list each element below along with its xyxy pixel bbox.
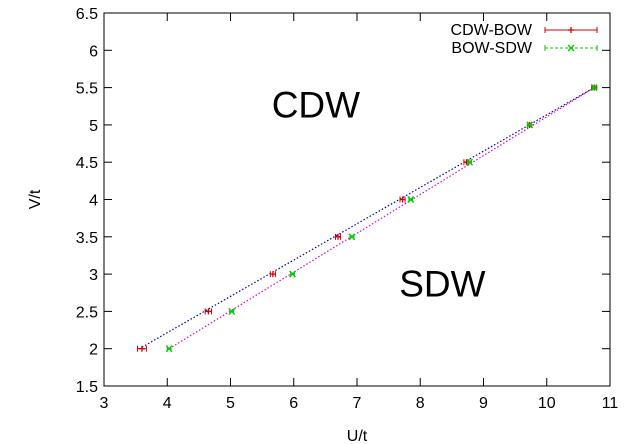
marker-x-b [228, 307, 236, 315]
data-point [204, 308, 213, 315]
plot-area [103, 12, 611, 387]
data-point [289, 270, 296, 278]
y-tick-label: 6.5 [76, 6, 98, 23]
x-tick-label: 5 [226, 395, 235, 412]
legend-label: BOW-SDW [451, 40, 532, 57]
x-tick-label: 3 [100, 395, 109, 412]
y-tick-label: 2 [89, 342, 98, 359]
y-axis-label: V/t [27, 189, 44, 209]
y-tick-label: 3 [89, 267, 98, 284]
plot-border [103, 12, 611, 387]
marker-x-b [466, 158, 474, 166]
region-label-cdw: CDW [272, 84, 360, 125]
x-tick-label: 7 [353, 395, 362, 412]
data-point [399, 196, 406, 203]
marker-x-b [526, 121, 534, 129]
x-axis: 3 4 5 6 7 8 9 10 11 [100, 13, 619, 412]
fit-line-2 [168, 87, 595, 350]
data-point [334, 233, 342, 240]
y-tick-label: 5.5 [76, 81, 98, 98]
fit-line-1 [141, 87, 595, 348]
data-series [137, 84, 598, 353]
y-tick-label: 2.5 [76, 304, 98, 321]
data-point [137, 345, 147, 352]
region-label-sdw: SDW [399, 263, 485, 304]
x-tick-label: 8 [416, 395, 425, 412]
region-annotations: CDW SDW [272, 84, 486, 304]
y-tick-label: 6 [89, 43, 98, 60]
x-tick-label: 10 [538, 395, 556, 412]
data-point [165, 345, 173, 353]
data-point [228, 307, 236, 315]
y-tick-label: 4 [89, 193, 98, 210]
data-point [590, 84, 598, 92]
data-point [526, 121, 534, 129]
x-axis-label: U/t [347, 428, 368, 444]
marker-x-b [165, 345, 173, 353]
fit-lines [141, 87, 595, 350]
series-bow-sdw [165, 84, 598, 353]
x-tick-label: 4 [163, 395, 172, 412]
data-point [466, 158, 474, 166]
data-point [407, 196, 415, 203]
legend-label: CDW-BOW [451, 22, 533, 39]
marker-x-b [348, 233, 356, 241]
marker-x-b [407, 196, 415, 203]
series-cdw-bow [137, 84, 598, 352]
y-tick-label: 1.5 [76, 379, 98, 396]
x-tick-label: 6 [289, 395, 298, 412]
marker-x-b [289, 270, 296, 278]
y-tick-label: 4.5 [76, 155, 98, 172]
y-tick-label: 5 [89, 118, 98, 135]
data-point [348, 233, 356, 241]
x-tick-label: 11 [602, 395, 619, 412]
data-point [269, 271, 276, 278]
x-tick-label: 9 [479, 395, 488, 412]
y-axis: 1.5 2 2.5 3 3.5 4 4.5 5 5.5 6 6.5 [76, 6, 610, 396]
marker-x-b [590, 84, 598, 92]
legend-marker-x-b [567, 44, 575, 52]
y-tick-label: 3.5 [76, 230, 98, 247]
